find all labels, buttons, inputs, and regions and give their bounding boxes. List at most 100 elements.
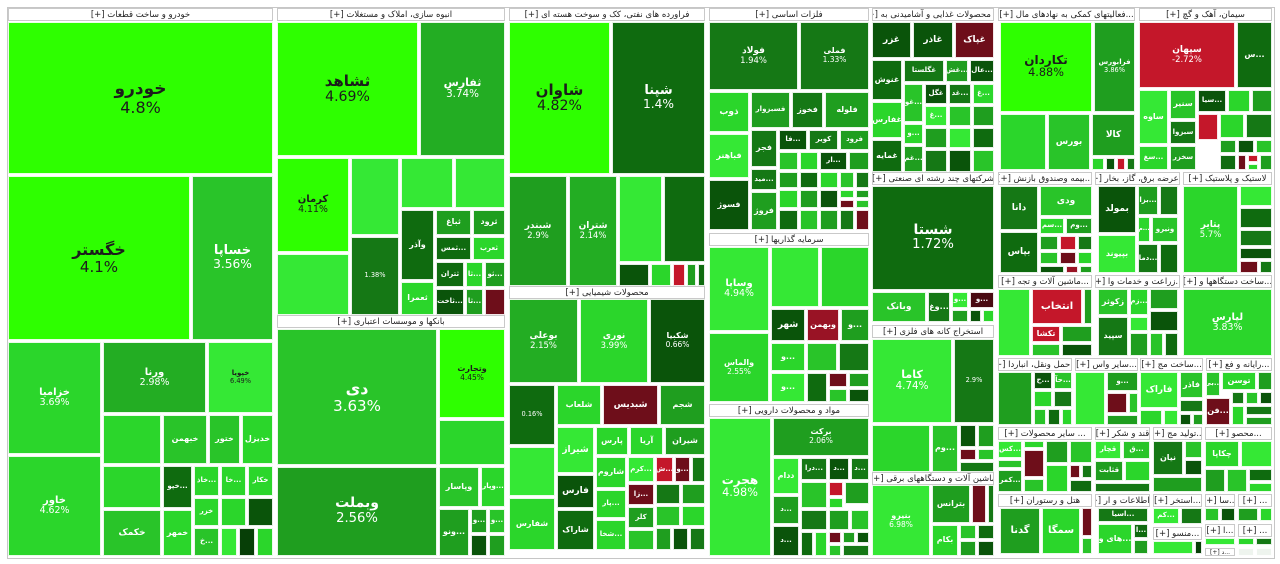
stock-tile[interactable]: ...ثا <box>466 262 483 287</box>
stock-tile[interactable] <box>1032 344 1060 356</box>
stock-tile[interactable]: ...عال <box>970 60 994 82</box>
sector-header[interactable]: ...محصو [+] <box>1205 427 1272 440</box>
stock-tile[interactable]: ...وغ <box>928 292 950 322</box>
stock-tile[interactable] <box>771 247 819 307</box>
stock-tile[interactable]: ...شخا <box>596 520 626 550</box>
stock-tile[interactable] <box>1034 391 1052 407</box>
stock-tile[interactable]: ...ار <box>820 152 847 170</box>
stock-tile[interactable] <box>687 264 696 286</box>
stock-tile[interactable] <box>1160 244 1178 273</box>
stock-tile[interactable]: ددام <box>773 458 799 494</box>
stock-tile[interactable]: ...و <box>970 292 994 308</box>
stock-tile[interactable]: ساوه <box>1139 90 1168 144</box>
stock-tile[interactable]: بمولد <box>1098 186 1136 233</box>
stock-tile[interactable] <box>1130 317 1148 331</box>
stock-tile[interactable] <box>988 485 994 523</box>
stock-tile[interactable] <box>925 128 947 148</box>
stock-tile[interactable] <box>1070 465 1080 478</box>
stock-tile[interactable] <box>1220 140 1236 153</box>
stock-tile[interactable] <box>800 152 818 170</box>
stock-tile[interactable]: بپاس <box>1000 232 1038 273</box>
stock-tile[interactable] <box>698 264 705 286</box>
stock-tile[interactable] <box>1205 508 1219 521</box>
stock-tile[interactable] <box>779 190 798 208</box>
stock-tile[interactable]: ثباغ <box>436 210 471 235</box>
sector-header[interactable]: ...اطلاعات و ار [+] <box>1095 494 1150 507</box>
stock-tile[interactable] <box>351 158 399 235</box>
stock-tile[interactable] <box>978 541 994 556</box>
stock-tile[interactable] <box>820 210 838 230</box>
stock-tile[interactable] <box>1246 392 1258 404</box>
stock-tile[interactable]: ثعمرا <box>401 282 434 315</box>
stock-tile[interactable]: فجر <box>751 130 777 167</box>
stock-tile[interactable]: سخزر <box>1170 146 1196 170</box>
stock-tile[interactable] <box>221 498 246 526</box>
stock-tile[interactable]: فرود <box>840 130 869 150</box>
stock-tile[interactable] <box>248 498 273 526</box>
sector-header[interactable]: محصولات شیمیایی [+] <box>509 286 705 299</box>
stock-tile[interactable]: ...سغ <box>1139 146 1168 170</box>
stock-tile[interactable]: خساپا 3.56% <box>192 176 273 340</box>
stock-tile[interactable] <box>829 545 841 556</box>
stock-tile[interactable]: وپاسار <box>439 467 479 507</box>
stock-tile[interactable] <box>840 200 854 208</box>
stock-tile[interactable] <box>1062 344 1092 356</box>
stock-tile[interactable]: پتایر 5.7% <box>1183 186 1238 273</box>
stock-tile[interactable]: گدنا <box>1000 508 1040 554</box>
stock-tile[interactable]: خزامیا 3.69% <box>8 342 101 454</box>
stock-tile[interactable]: خدیزل <box>242 415 273 464</box>
stock-tile[interactable]: شکبیا 0.66% <box>650 299 705 383</box>
stock-tile[interactable]: ...و <box>489 509 505 533</box>
stock-tile[interactable]: زکوثر <box>1098 289 1128 315</box>
stock-tile[interactable] <box>839 343 869 371</box>
stock-tile[interactable]: آریا <box>630 427 663 455</box>
stock-tile[interactable]: فباهنر <box>709 134 749 178</box>
stock-tile[interactable] <box>1240 208 1272 228</box>
stock-tile[interactable] <box>1040 252 1058 264</box>
sector-header[interactable]: ...سایر واس [+] <box>1075 358 1138 371</box>
stock-tile[interactable] <box>401 158 453 208</box>
stock-tile[interactable]: ثفارس 3.74% <box>420 22 505 156</box>
stock-tile[interactable] <box>509 447 555 496</box>
stock-tile[interactable]: ثعرب <box>473 237 505 260</box>
stock-tile[interactable]: فولاد 1.94% <box>709 22 798 90</box>
stock-tile[interactable] <box>1193 414 1203 425</box>
stock-tile[interactable] <box>820 190 838 208</box>
sector-header[interactable]: ...د [+] <box>1205 548 1235 556</box>
stock-tile[interactable] <box>1195 541 1202 554</box>
stock-tile[interactable]: فسبزوار <box>751 92 790 128</box>
stock-tile[interactable]: وبانک <box>872 292 926 322</box>
stock-tile[interactable] <box>1024 479 1044 492</box>
stock-tile[interactable] <box>1164 410 1178 425</box>
stock-tile[interactable] <box>277 254 349 315</box>
stock-tile[interactable] <box>829 510 849 530</box>
stock-tile[interactable]: ...زا <box>628 484 654 505</box>
stock-tile[interactable] <box>925 150 947 172</box>
stock-tile[interactable] <box>1082 465 1092 478</box>
stock-tile[interactable] <box>1249 469 1272 481</box>
sector-header[interactable]: ...زراعت و خدمات وا [+] <box>1095 275 1180 288</box>
stock-tile[interactable]: بپیوند <box>1098 235 1136 273</box>
stock-tile[interactable] <box>840 190 854 198</box>
stock-tile[interactable] <box>103 415 161 464</box>
stock-tile[interactable] <box>1080 266 1092 273</box>
stock-tile[interactable] <box>849 389 869 402</box>
stock-tile[interactable] <box>221 528 237 556</box>
stock-tile[interactable] <box>1260 508 1272 521</box>
stock-tile[interactable]: ...فن <box>1206 398 1230 425</box>
stock-tile[interactable]: ...کمر <box>998 470 1022 492</box>
stock-tile[interactable]: شیران <box>665 427 705 455</box>
stock-tile[interactable]: ...و <box>675 457 690 482</box>
stock-tile[interactable]: کالا <box>1092 114 1135 156</box>
stock-tile[interactable]: بکام <box>932 525 958 556</box>
stock-tile[interactable] <box>439 420 505 465</box>
sector-header[interactable]: ...سا [+] <box>1205 494 1235 507</box>
stock-tile[interactable] <box>1232 406 1244 425</box>
stock-tile[interactable]: ...ش <box>656 457 673 482</box>
stock-tile[interactable] <box>1092 158 1104 170</box>
stock-tile[interactable] <box>1060 236 1076 250</box>
stock-tile[interactable]: بورس <box>1048 114 1090 170</box>
stock-tile[interactable] <box>851 510 869 530</box>
stock-tile[interactable]: والماس 2.55% <box>709 333 769 402</box>
stock-tile[interactable] <box>690 528 705 550</box>
